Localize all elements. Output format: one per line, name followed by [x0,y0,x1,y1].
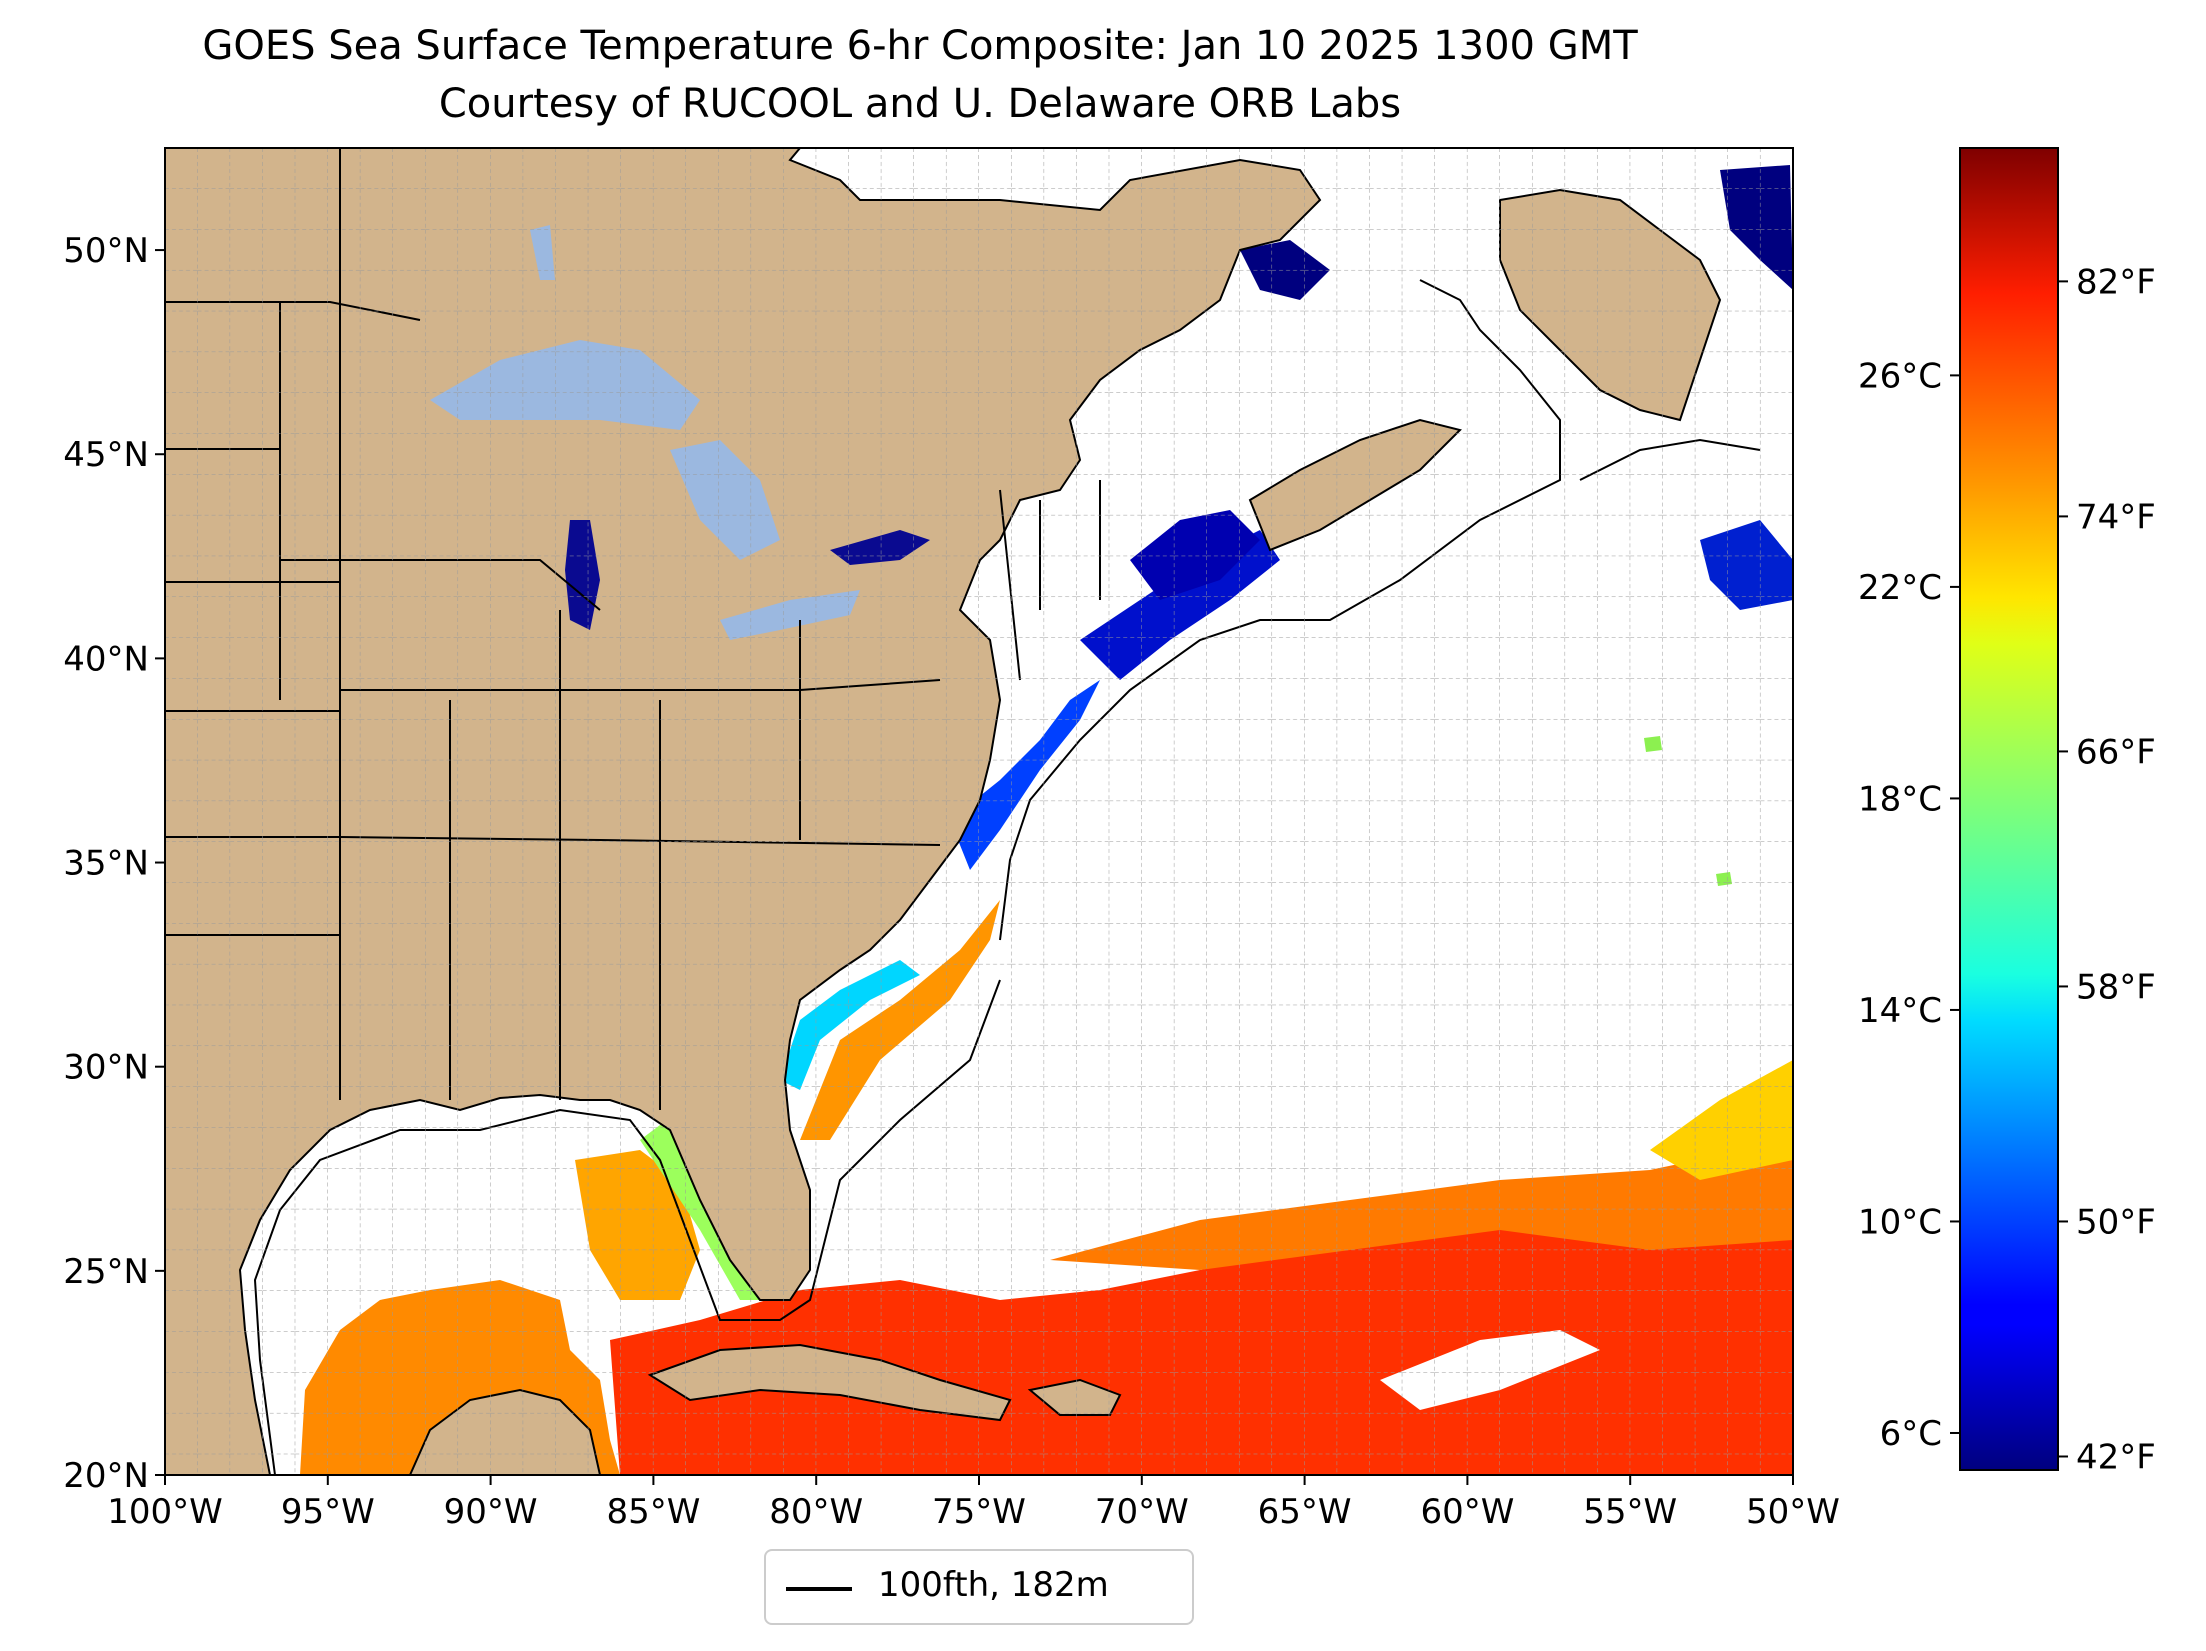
map-subtitle: Courtesy of RUCOOL and U. Delaware ORB L… [438,81,1402,127]
lon-tick-label: 85°W [606,1492,700,1532]
lon-tick-label: 100°W [107,1492,223,1532]
celsius-tick-label: 14°C [1858,991,1942,1031]
colorbar-fahrenheit-axis: 42°F 50°F 58°F 66°F 74°F 82°F [2058,262,2156,1477]
celsius-tick-label: 26°C [1858,356,1942,396]
map-title: GOES Sea Surface Temperature 6-hr Compos… [202,23,1638,69]
fahrenheit-tick-label: 58°F [2076,967,2156,1007]
lon-tick-label: 60°W [1420,1492,1514,1532]
lat-tick-label: 30°N [63,1048,149,1088]
celsius-tick-label: 6°C [1880,1414,1942,1454]
legend-line-swatch [786,1587,852,1591]
celsius-tick-label: 22°C [1858,568,1942,608]
lat-axis: 20°N 25°N 30°N 35°N 40°N 45°N 50°N [63,231,165,1496]
lat-tick-label: 25°N [63,1252,149,1292]
fahrenheit-tick-label: 82°F [2076,262,2156,302]
lat-tick-label: 50°N [63,231,149,271]
lon-axis: 100°W 95°W 90°W 85°W 80°W 75°W 70°W 65°W 60°W 55°… [107,1475,1840,1532]
lon-tick-label: 80°W [769,1492,863,1532]
fahrenheit-tick-label: 50°F [2076,1202,2156,1242]
lon-tick-label: 70°W [1095,1492,1189,1532]
fahrenheit-tick-label: 66°F [2076,732,2156,772]
lon-tick-label: 95°W [281,1492,375,1532]
lon-tick-label: 55°W [1583,1492,1677,1532]
celsius-tick-label: 10°C [1858,1202,1942,1242]
lat-tick-label: 20°N [63,1456,149,1496]
colorbar-celsius-axis: 6°C 10°C 14°C 18°C 22°C 26°C [1858,356,1960,1454]
celsius-tick-label: 18°C [1858,779,1942,819]
lat-tick-label: 45°N [63,435,149,475]
fahrenheit-tick-label: 74°F [2076,497,2156,537]
lat-tick-label: 35°N [63,844,149,884]
lon-tick-label: 90°W [444,1492,538,1532]
lat-tick-label: 40°N [63,639,149,679]
colorbar [1959,147,2059,1471]
legend: 100fth, 182m [764,1549,1194,1625]
lon-tick-label: 75°W [932,1492,1026,1532]
lon-tick-label: 65°W [1258,1492,1352,1532]
lon-tick-label: 50°W [1746,1492,1840,1532]
fahrenheit-tick-label: 42°F [2076,1437,2156,1477]
legend-label: 100fth, 182m [878,1565,1109,1605]
